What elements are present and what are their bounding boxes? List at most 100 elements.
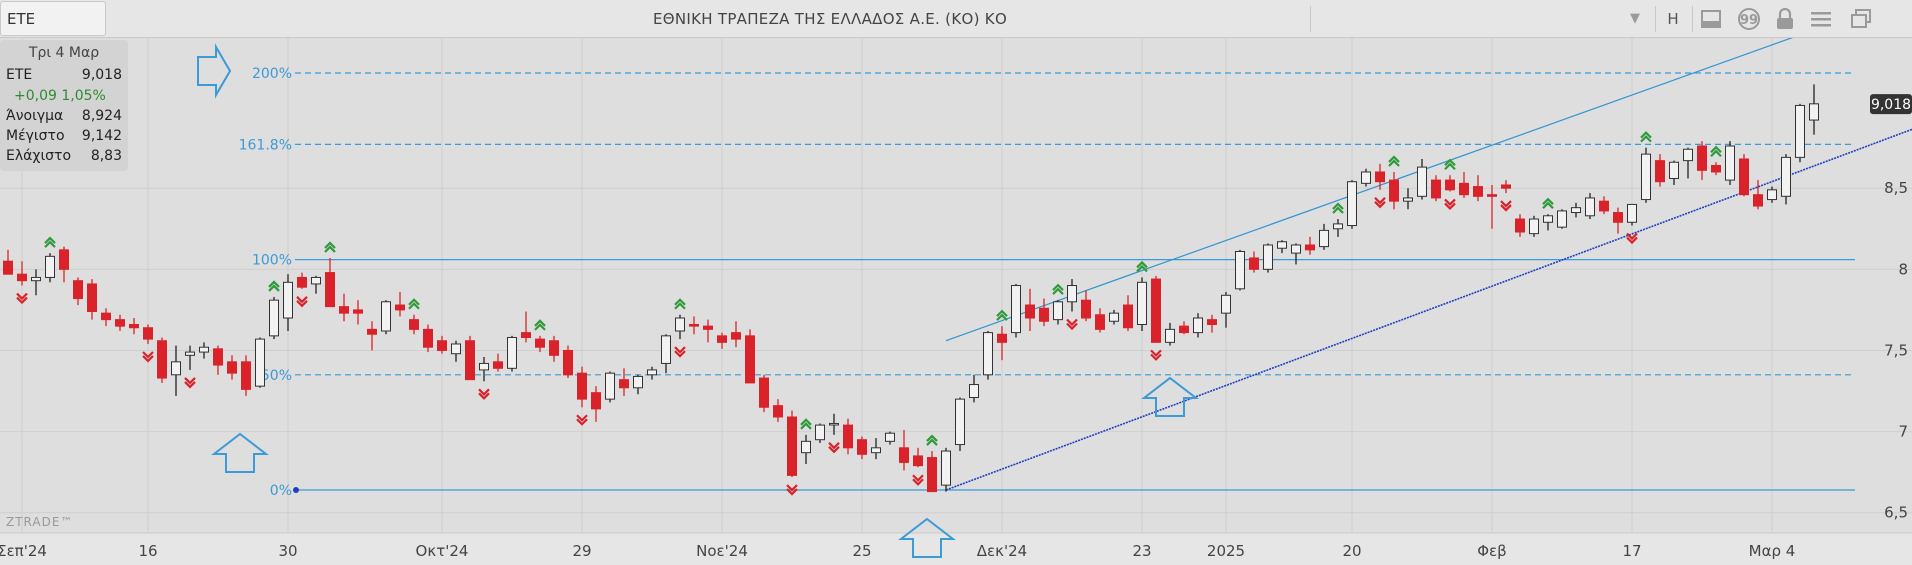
candle-body[interactable]: [1571, 207, 1581, 214]
candle-body[interactable]: [969, 384, 979, 399]
candle-body[interactable]: [1431, 179, 1441, 199]
candle-body[interactable]: [507, 336, 517, 369]
candle-body[interactable]: [759, 377, 769, 408]
candle-body[interactable]: [367, 328, 377, 335]
candle-body[interactable]: [87, 283, 97, 313]
candle-body[interactable]: [647, 369, 657, 376]
candle-body[interactable]: [129, 323, 139, 329]
candle-body[interactable]: [1473, 186, 1483, 197]
candle-body[interactable]: [1207, 319, 1217, 325]
candle-body[interactable]: [535, 338, 545, 348]
candle-body[interactable]: [423, 328, 433, 348]
candle-body[interactable]: [143, 327, 153, 340]
candle-body[interactable]: [1333, 223, 1343, 230]
candle-body[interactable]: [45, 255, 55, 278]
candle-body[interactable]: [717, 335, 727, 343]
candle-body[interactable]: [157, 340, 167, 379]
chevron-down-icon[interactable]: ▼: [1630, 11, 1640, 26]
candle-body[interactable]: [605, 372, 615, 400]
menu-icon[interactable]: [1806, 4, 1836, 34]
candle-body[interactable]: [1795, 104, 1805, 158]
candle-body[interactable]: [1361, 171, 1371, 184]
candle-body[interactable]: [521, 332, 531, 338]
candle-body[interactable]: [1487, 194, 1497, 197]
candle-body[interactable]: [549, 340, 559, 356]
candle-body[interactable]: [1557, 210, 1567, 228]
candle-body[interactable]: [1305, 244, 1315, 251]
symbol-input[interactable]: ETE: [0, 1, 106, 36]
candle-body[interactable]: [913, 455, 923, 467]
window-icon[interactable]: [1846, 4, 1876, 34]
candle-body[interactable]: [339, 306, 349, 314]
candle-body[interactable]: [1193, 317, 1203, 334]
candle-body[interactable]: [1389, 179, 1399, 202]
candle-body[interactable]: [1753, 194, 1763, 207]
candle-body[interactable]: [213, 348, 223, 366]
candle-body[interactable]: [1067, 285, 1077, 303]
candle-body[interactable]: [1095, 314, 1105, 330]
candle-body[interactable]: [241, 361, 251, 390]
candle-body[interactable]: [1655, 160, 1665, 183]
candle-body[interactable]: [311, 276, 321, 285]
candle-body[interactable]: [255, 338, 265, 387]
candle-body[interactable]: [1445, 179, 1455, 191]
candle-body[interactable]: [1053, 301, 1063, 321]
candle-body[interactable]: [745, 335, 755, 384]
candle-body[interactable]: [661, 335, 671, 364]
candle-body[interactable]: [577, 372, 587, 400]
candle-body[interactable]: [843, 424, 853, 449]
candle-body[interactable]: [773, 405, 783, 418]
candle-body[interactable]: [1039, 307, 1049, 322]
candle-body[interactable]: [1137, 281, 1147, 325]
candle-body[interactable]: [283, 281, 293, 319]
candle-body[interactable]: [1109, 312, 1119, 322]
candle-body[interactable]: [927, 457, 937, 493]
candle-body[interactable]: [1613, 212, 1623, 223]
candle-body[interactable]: [675, 317, 685, 332]
candle-body[interactable]: [801, 440, 811, 454]
candle-body[interactable]: [185, 351, 195, 356]
candle-body[interactable]: [479, 362, 489, 371]
candle-body[interactable]: [171, 361, 181, 376]
candle-body[interactable]: [437, 340, 447, 351]
candle-body[interactable]: [1683, 148, 1693, 162]
candle-body[interactable]: [115, 319, 125, 327]
candle-body[interactable]: [1585, 197, 1595, 217]
candle-body[interactable]: [1697, 145, 1707, 171]
candle-body[interactable]: [899, 447, 909, 463]
candle-body[interactable]: [31, 276, 41, 282]
candle-body[interactable]: [353, 309, 363, 314]
candle-body[interactable]: [451, 343, 461, 355]
candle-body[interactable]: [395, 304, 405, 311]
candle-body[interactable]: [703, 325, 713, 330]
quote-icon[interactable]: 99: [1734, 4, 1764, 34]
candle-body[interactable]: [1459, 182, 1469, 196]
candle-body[interactable]: [325, 272, 335, 308]
candle-body[interactable]: [941, 450, 951, 486]
candle-body[interactable]: [1249, 257, 1259, 270]
candle-body[interactable]: [857, 439, 867, 455]
candle-body[interactable]: [199, 346, 209, 353]
candle-body[interactable]: [871, 447, 881, 454]
candle-body[interactable]: [1739, 158, 1749, 196]
price-chart[interactable]: 200% 161.8% 100% 50% 0% 6,5 7 7,5 8 8,5 9,018 Σεπ'2…: [0, 38, 1912, 565]
candle-body[interactable]: [1375, 171, 1385, 183]
candle-body[interactable]: [829, 422, 839, 426]
candle-body[interactable]: [493, 361, 503, 369]
candle-body[interactable]: [1011, 285, 1021, 334]
candle-body[interactable]: [1235, 250, 1245, 290]
lock-icon[interactable]: [1770, 4, 1800, 34]
candle-body[interactable]: [1403, 197, 1413, 202]
candle-body[interactable]: [1599, 200, 1609, 212]
candle-body[interactable]: [465, 340, 475, 381]
candle-body[interactable]: [1179, 325, 1189, 334]
candle-body[interactable]: [1319, 229, 1329, 248]
candle-body[interactable]: [885, 432, 895, 442]
candle-body[interactable]: [1123, 304, 1133, 329]
candle-body[interactable]: [1263, 244, 1273, 270]
candle-body[interactable]: [1529, 218, 1539, 235]
candle-body[interactable]: [997, 333, 1007, 343]
candle-body[interactable]: [787, 416, 797, 476]
candle-body[interactable]: [689, 323, 699, 327]
candle-body[interactable]: [1025, 304, 1035, 319]
